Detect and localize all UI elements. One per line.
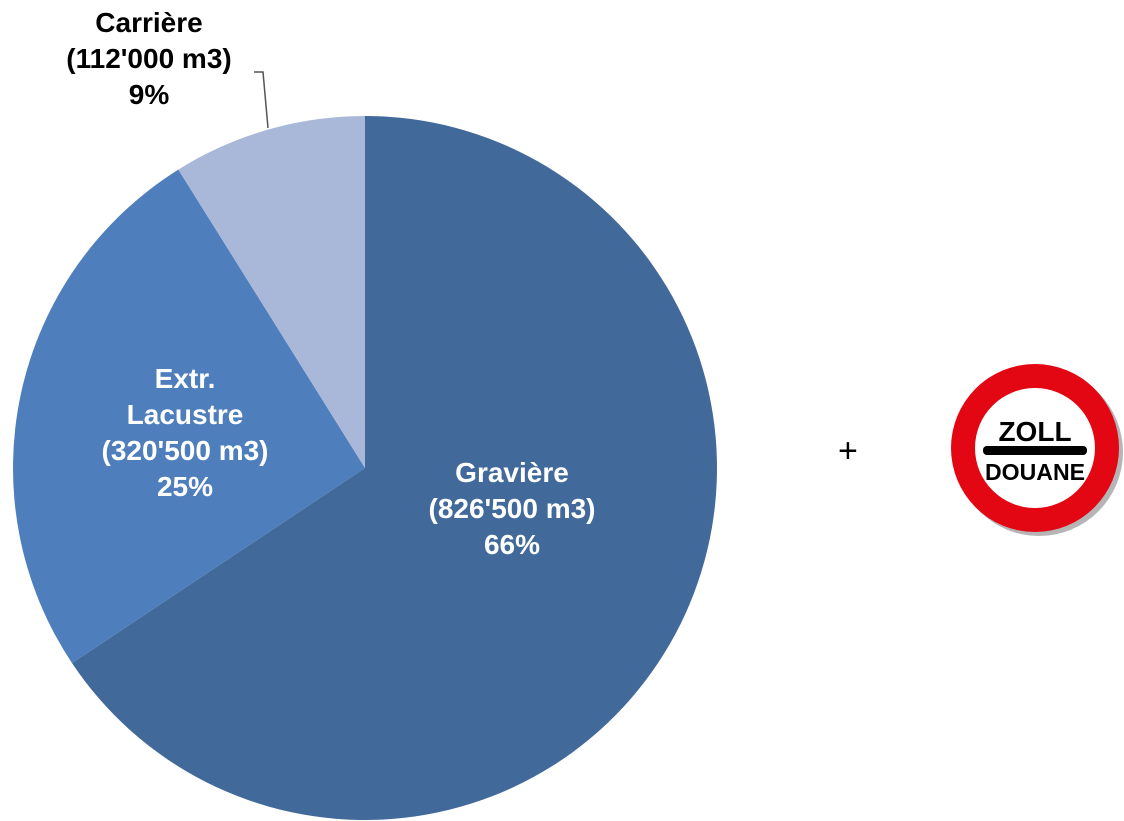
pie-label-2-line-0: Carrière — [95, 7, 202, 38]
pie-label-2-line-2: 9% — [129, 79, 170, 110]
pie-label-0-line-1: (826'500 m3) — [429, 493, 596, 524]
carriere-leader-line — [254, 71, 269, 129]
pie-label-1-line-2: (320'500 m3) — [102, 435, 269, 466]
plus-sign: + — [838, 432, 858, 470]
sign-bar — [983, 446, 1087, 455]
pie-label-2-line-1: (112'000 m3) — [66, 43, 231, 74]
pie-label-0-line-2: 66% — [484, 529, 540, 560]
pie-label-2: Carrière (112'000 m3) 9% — [66, 7, 231, 110]
pie-label-1-line-0: Extr. — [155, 363, 216, 394]
pie-slice-1 — [12, 169, 365, 664]
pie-slices — [12, 116, 718, 821]
pie-slice-2 — [178, 116, 365, 468]
pie-labels: Gravière (826'500 m3) 66% Extr. Lacustre (320… — [66, 7, 595, 560]
sign-text-zoll: ZOLL — [998, 416, 1071, 447]
customs-stop-sign-icon: ZOLL DOUANE — [945, 358, 1124, 538]
pie-label-1-line-3: 25% — [157, 471, 213, 502]
pie-slice-0 — [72, 116, 718, 821]
pie-label-0: Gravière (826'500 m3) 66% — [429, 457, 596, 560]
sign-text-douane: DOUANE — [985, 459, 1085, 485]
pie-label-1-line-1: Lacustre — [127, 399, 244, 430]
pie-label-1: Extr. Lacustre (320'500 m3) 25% — [102, 363, 269, 502]
pie-label-0-line-0: Gravière — [455, 457, 569, 488]
